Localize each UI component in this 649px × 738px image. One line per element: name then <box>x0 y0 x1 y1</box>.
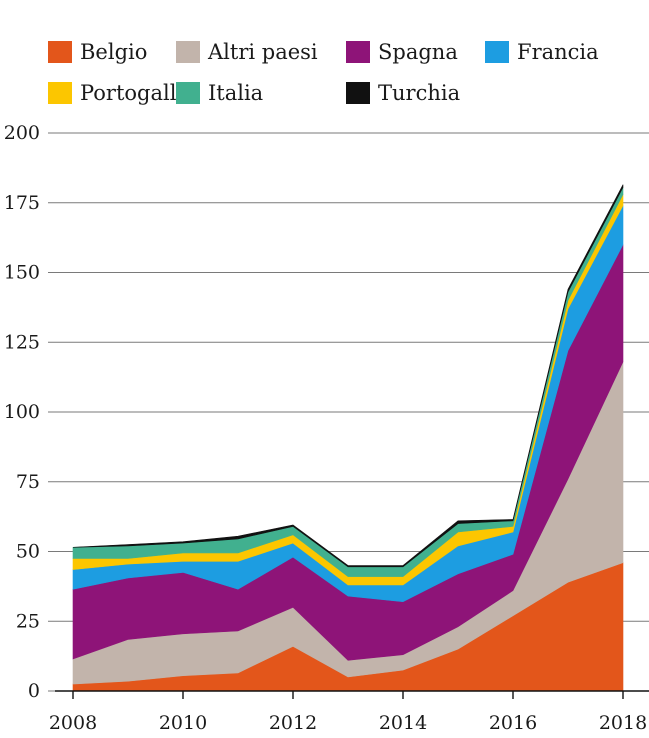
x-tick-label-2010: 2010 <box>159 712 207 733</box>
x-tick-label-2016: 2016 <box>489 712 537 733</box>
y-tick-label-25: 25 <box>16 610 40 632</box>
x-tick-label-2014: 2014 <box>379 712 427 733</box>
legend-label-italia: Italia <box>208 81 263 105</box>
y-tick-label-175: 175 <box>4 192 40 214</box>
area-layers <box>72 184 624 692</box>
y-tick-label-75: 75 <box>16 471 40 493</box>
y-tick-label-200: 200 <box>4 122 40 144</box>
y-tick-label-150: 150 <box>4 262 40 284</box>
y-tick-label-50: 50 <box>16 541 40 563</box>
legend-label-francia: Francia <box>517 40 599 64</box>
y-tick-label-125: 125 <box>4 331 40 353</box>
legend-swatch-turchia <box>346 82 370 104</box>
legend-swatch-francia <box>485 41 509 63</box>
y-tick-label-100: 100 <box>4 401 40 423</box>
x-tick-label-2008: 2008 <box>49 712 97 733</box>
legend-swatch-altri-paesi <box>176 41 200 63</box>
legend-label-turchia: Turchia <box>378 81 460 105</box>
x-axis: 2008 2010 2012 2014 2016 2018 <box>49 690 649 734</box>
legend-swatch-spagna <box>346 41 370 63</box>
area-turchia <box>72 184 624 568</box>
legend-label-altri-paesi: Altri paesi <box>207 40 318 64</box>
legend-swatch-belgio <box>48 41 72 63</box>
x-tick-label-2012: 2012 <box>269 712 317 733</box>
legend-swatch-italia <box>176 82 200 104</box>
legend: Belgio Altri paesi Spagna Francia Portogallo… <box>48 40 599 105</box>
legend-swatch-portogallo <box>48 82 72 104</box>
x-tick-label-2018: 2018 <box>599 712 647 733</box>
y-tick-labels: 0 25 50 75 100 125 150 175 200 <box>4 122 40 702</box>
legend-label-belgio: Belgio <box>80 40 147 64</box>
y-tick-label-0: 0 <box>28 680 40 702</box>
legend-label-spagna: Spagna <box>378 40 458 64</box>
legend-label-portogallo: Portogallo <box>80 81 189 105</box>
